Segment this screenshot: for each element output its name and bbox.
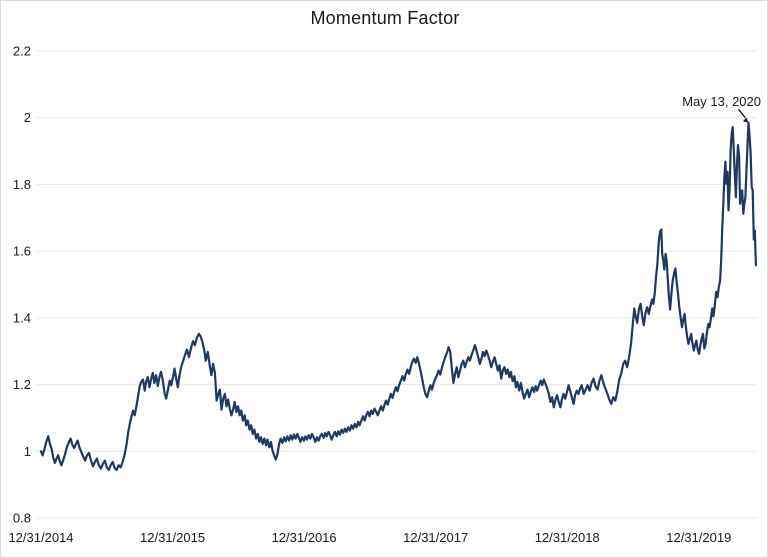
y-tick-label: 2 [24, 110, 31, 125]
y-tick-label: 1 [24, 444, 31, 459]
x-tick-label: 12/31/2019 [666, 530, 731, 545]
x-tick-label: 12/31/2018 [535, 530, 600, 545]
x-tick-label: 12/31/2016 [272, 530, 337, 545]
y-tick-label: 1.6 [13, 244, 31, 259]
y-tick-label: 1.4 [13, 310, 31, 325]
x-tick-label: 12/31/2015 [140, 530, 205, 545]
y-tick-label: 0.8 [13, 511, 31, 526]
x-axis-labels: 12/31/2014 12/31/2015 12/31/2016 12/31/2017… [8, 530, 731, 545]
y-tick-label: 2.2 [13, 44, 31, 59]
y-tick-label: 1.2 [13, 377, 31, 392]
x-tick-label: 12/31/2017 [403, 530, 468, 545]
y-tick-label: 1.8 [13, 177, 31, 192]
chart-title: Momentum Factor [310, 8, 460, 28]
annotation-label: May 13, 2020 [682, 94, 761, 109]
momentum-series-line [39, 121, 758, 472]
x-tick-label: 12/31/2014 [8, 530, 73, 545]
gridlines [37, 50, 757, 519]
y-axis-labels: 0.8 1 1.2 1.4 1.6 1.8 2 2.2 [13, 44, 31, 526]
annotation-arrow-icon [737, 108, 749, 123]
